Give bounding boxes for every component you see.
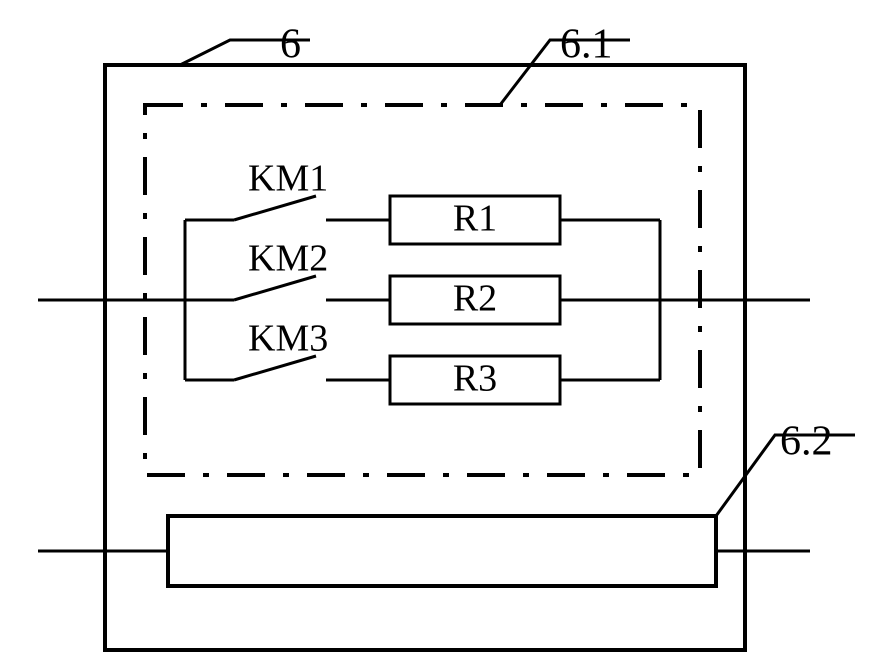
svg-text:KM1: KM1 [248,158,328,200]
svg-text:KM3: KM3 [248,318,328,360]
svg-text:6.2: 6.2 [780,419,833,465]
svg-text:6.1: 6.1 [560,22,613,68]
svg-text:R1: R1 [453,198,497,240]
svg-text:R2: R2 [453,278,497,320]
schematic-canvas: 6 6.1 6.2 R1 KM1 R2 KM2 R3 KM3 [0,0,888,661]
svg-text:6: 6 [280,22,301,68]
svg-text:KM2: KM2 [248,238,328,280]
svg-text:R3: R3 [453,358,497,400]
